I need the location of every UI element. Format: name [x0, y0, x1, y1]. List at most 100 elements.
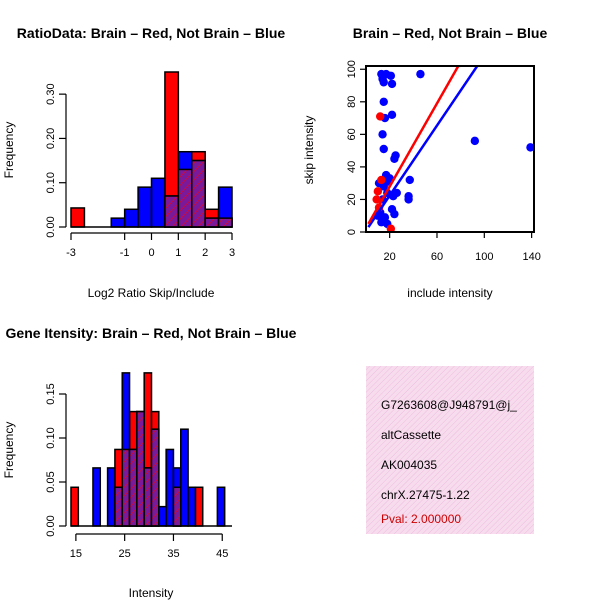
scatter-ylabel: skip intensity	[302, 116, 316, 185]
brain-bar-0	[70, 486, 80, 527]
intensity-histogram-not-brain-bars	[92, 372, 226, 527]
x-tick-label: 140	[522, 251, 540, 263]
y-tick-label: 0.00	[45, 216, 57, 237]
x-tick-label: 45	[216, 548, 228, 560]
y-tick-label: 20	[346, 193, 358, 205]
info-line-location: chrX.27475-1.22	[381, 488, 470, 502]
overlap-hatch-10	[204, 217, 220, 228]
not-brain-point	[470, 136, 480, 146]
intensity-histogram-title: Gene Itensity: Brain – Red, Not Brain – …	[6, 325, 297, 341]
brain-point	[372, 195, 381, 204]
ratio-histogram-ylabel: Frequency	[2, 122, 16, 179]
y-tick-label: 0.15	[45, 383, 57, 404]
intensity-scatter: Brain – Red, Not Brain – Blue skip inten…	[302, 25, 547, 300]
not-brain-point	[379, 144, 388, 154]
x-tick-label: -3	[66, 247, 76, 259]
brain-fit-line	[367, 66, 460, 225]
intensity-histogram-xlabel: Intensity	[129, 586, 174, 600]
info-line-event-type: altCassette	[381, 428, 441, 442]
not-brain-point	[390, 209, 399, 219]
not-brain-point	[526, 143, 534, 152]
overlap-hatch-10	[143, 467, 153, 527]
x-tick-label: -1	[120, 247, 130, 259]
y-tick-label: 0	[346, 229, 358, 235]
not-brain-bar-15	[180, 428, 189, 527]
brain-bar-0	[70, 207, 86, 228]
scatter-axes: 0 20 40 60 80 100 20 60 100 140	[346, 60, 541, 263]
overlap-hatch-9	[136, 410, 145, 527]
info-line-event-id: G7263608@J948791@j_	[381, 398, 517, 412]
y-tick-label: 0.10	[45, 172, 57, 193]
not-brain-bar-5	[137, 186, 153, 228]
not-brain-fit-line	[367, 66, 479, 228]
x-tick-label: 100	[475, 251, 493, 263]
not-brain-point	[378, 130, 387, 139]
overlap-hatch-7	[164, 195, 180, 228]
not-brain-bar-16	[187, 486, 197, 527]
not-brain-point	[404, 195, 413, 204]
not-brain-point	[416, 69, 425, 79]
intensity-histogram-ylabel: Frequency	[2, 422, 16, 479]
not-brain-bar-12	[158, 505, 167, 527]
scatter-frame	[365, 65, 535, 233]
not-brain-point	[380, 213, 390, 222]
overlap-hatch-8	[128, 448, 138, 527]
y-tick-label: 40	[346, 161, 358, 173]
not-brain-point	[379, 97, 388, 107]
not-brain-bar-13	[165, 448, 175, 527]
info-line-accession: AK004035	[381, 458, 437, 472]
not-brain-bar-20	[216, 486, 226, 527]
brain-point	[375, 112, 385, 121]
x-tick-label: 1	[175, 247, 181, 259]
brain-point	[386, 224, 396, 232]
scatter-points	[372, 69, 534, 232]
scatter-fit-lines	[367, 66, 479, 228]
ratio-histogram: RatioData: Brain – Red, Not Brain – Blue…	[2, 25, 285, 300]
x-tick-label: 3	[229, 247, 235, 259]
scatter-title: Brain – Red, Not Brain – Blue	[353, 25, 548, 41]
info-panel-background	[366, 366, 534, 534]
scatter-xlabel: include intensity	[407, 286, 492, 300]
not-brain-bar-3	[110, 217, 126, 228]
brain-point	[373, 187, 383, 196]
not-brain-bar-4	[123, 208, 139, 228]
not-brain-point	[386, 71, 396, 80]
brain-point	[377, 175, 386, 185]
y-tick-label: 100	[346, 60, 358, 78]
x-tick-label: 35	[167, 548, 179, 560]
ratio-histogram-axes: 0.00 0.10 0.20 0.30 -3 -1 0 1 2 3	[45, 83, 235, 259]
y-tick-label: 0.30	[45, 83, 57, 104]
y-tick-label: 60	[346, 128, 358, 140]
y-tick-label: 0.20	[45, 128, 57, 149]
x-tick-label: 2	[202, 247, 208, 259]
y-tick-label: 0.00	[45, 515, 57, 536]
x-tick-label: 25	[119, 548, 131, 560]
ratio-histogram-xlabel: Log2 Ratio Skip/Include	[88, 286, 215, 300]
not-brain-bar-5	[106, 467, 116, 527]
overlap-hatch-11	[217, 217, 233, 228]
intensity-histogram: Gene Itensity: Brain – Red, Not Brain – …	[2, 325, 297, 600]
y-tick-label: 0.05	[45, 471, 57, 492]
not-brain-point	[379, 78, 388, 87]
not-brain-point	[387, 79, 397, 89]
not-brain-point	[405, 175, 414, 185]
x-tick-label: 60	[431, 251, 443, 263]
overlap-hatch-9	[191, 159, 206, 228]
brain-bar-17	[194, 486, 204, 527]
info-pval: Pval: 2.000000	[381, 512, 461, 526]
x-tick-label: 15	[70, 548, 82, 560]
x-tick-label: 20	[384, 251, 396, 263]
y-tick-label: 80	[346, 96, 358, 108]
ratio-histogram-title: RatioData: Brain – Red, Not Brain – Blue	[17, 25, 286, 41]
overlap-hatch-7	[121, 448, 131, 527]
not-brain-bar-3	[92, 467, 102, 527]
overlap-hatch-8	[177, 168, 193, 228]
y-tick-label: 0.10	[45, 427, 57, 448]
overlap-hatch-6	[114, 486, 123, 527]
info-panel: G7263608@J948791@j_ altCassette AK004035…	[366, 366, 534, 534]
not-brain-bar-6	[150, 177, 166, 228]
not-brain-point	[391, 151, 400, 160]
overlap-hatch-14	[172, 486, 182, 527]
not-brain-point	[387, 110, 397, 120]
